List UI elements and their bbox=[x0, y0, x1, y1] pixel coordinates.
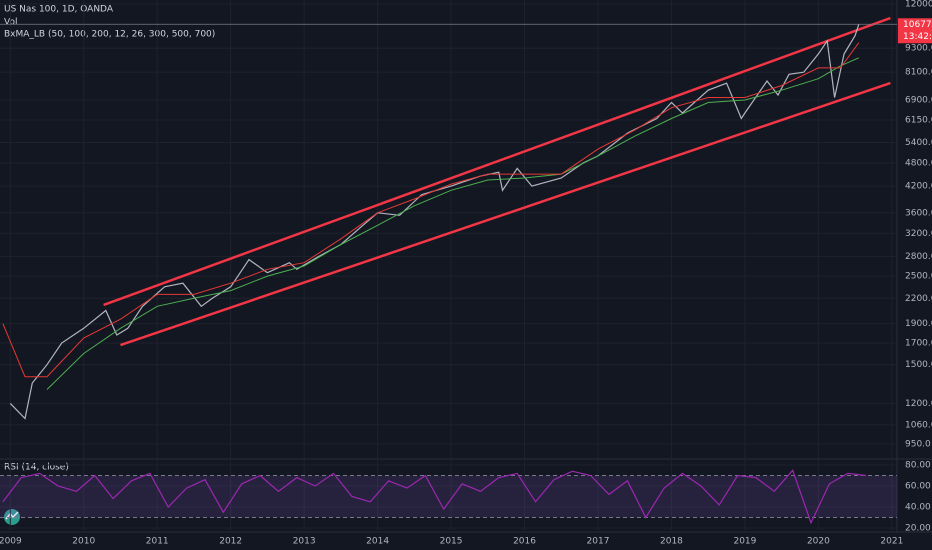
y-tick-label: 60.00 bbox=[905, 482, 931, 492]
countdown-label: 13:42:00 bbox=[903, 32, 932, 42]
y-tick-label: 4800.0 bbox=[905, 158, 932, 168]
y-tick-label: 1900.0 bbox=[905, 319, 932, 329]
x-tick-label: 2011 bbox=[146, 537, 169, 547]
x-tick-label: 2017 bbox=[587, 537, 610, 547]
y-tick-label: 20.00 bbox=[905, 524, 931, 534]
y-tick-label: 5400.0 bbox=[905, 138, 932, 148]
y-tick-label: 2200.0 bbox=[905, 294, 932, 304]
x-tick-label: 2013 bbox=[293, 537, 316, 547]
x-tick-label: 2020 bbox=[807, 537, 830, 547]
y-tick-label: 9300.0 bbox=[905, 44, 932, 54]
indicator-label: BxMA_LB (50, 100, 200, 12, 26, 300, 500,… bbox=[4, 30, 215, 40]
x-tick-label: 2019 bbox=[733, 537, 756, 547]
trendline bbox=[103, 16, 891, 307]
y-tick-label: 950.0 bbox=[905, 439, 931, 449]
y-tick-label: 1060.0 bbox=[905, 420, 932, 430]
y-tick-label: 1500.0 bbox=[905, 360, 932, 370]
y-tick-label: 40.00 bbox=[905, 503, 931, 513]
x-tick-label: 2010 bbox=[72, 537, 95, 547]
x-tick-label: 2016 bbox=[513, 537, 536, 547]
x-tick-label: 2012 bbox=[219, 537, 242, 547]
x-tick-label: 2009 bbox=[0, 537, 22, 547]
x-tick-label: 2014 bbox=[366, 537, 389, 547]
rsi-title: RSI (14, close) bbox=[4, 463, 69, 473]
series-line bbox=[46, 57, 860, 390]
price-tag bbox=[898, 18, 932, 44]
y-tick-label: 2800.0 bbox=[905, 252, 932, 262]
x-tick-label: 2015 bbox=[440, 537, 463, 547]
price-tag-label: 10677.1 bbox=[903, 20, 932, 30]
x-tick-label: 2018 bbox=[660, 537, 683, 547]
chart-title: US Nas 100, 1D, OANDA bbox=[4, 5, 114, 15]
series-line bbox=[2, 469, 867, 525]
y-tick-label: 6900.0 bbox=[905, 95, 932, 105]
series-line bbox=[9, 24, 860, 420]
rsi-band-fill bbox=[0, 475, 897, 518]
y-tick-label: 1700.0 bbox=[905, 338, 932, 348]
y-tick-label: 3600.0 bbox=[905, 208, 932, 218]
logo-mark bbox=[5, 511, 19, 520]
y-tick-label: 3200.0 bbox=[905, 229, 932, 239]
y-tick-label: 80.00 bbox=[905, 461, 931, 471]
y-tick-label: 12000.0 bbox=[905, 0, 932, 10]
y-tick-label: 1200.0 bbox=[905, 399, 932, 409]
y-tick-label: 2500.0 bbox=[905, 272, 932, 282]
y-tick-label: 8100.0 bbox=[905, 68, 932, 78]
y-tick-label: 4200.0 bbox=[905, 182, 932, 192]
series-line bbox=[2, 42, 860, 378]
y-tick-label: 6150.0 bbox=[905, 115, 932, 125]
trendline bbox=[120, 81, 891, 347]
logo[interactable] bbox=[4, 509, 20, 525]
x-tick-label: 2021 bbox=[880, 537, 903, 547]
